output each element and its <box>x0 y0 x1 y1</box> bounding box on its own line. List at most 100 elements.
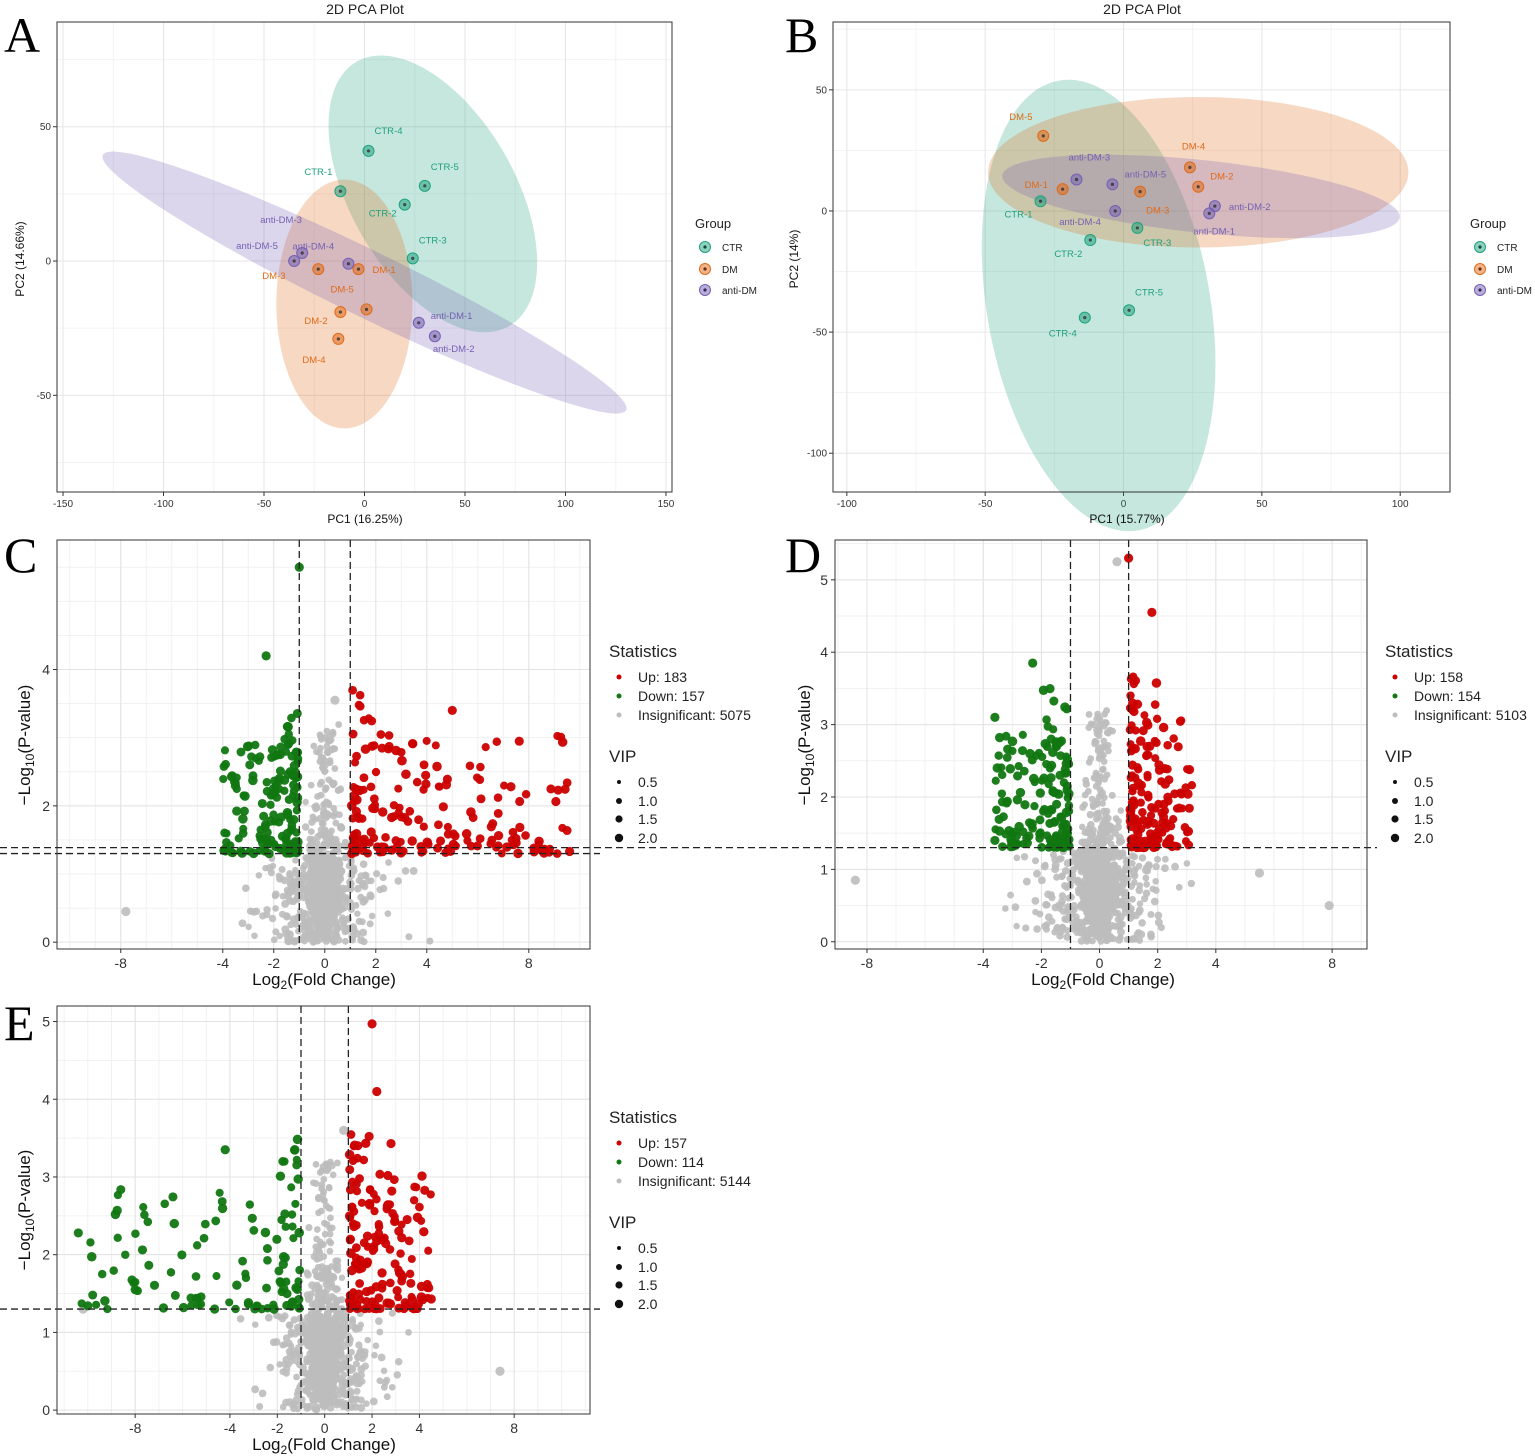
vol-d-legend-ns: Insignificant: 5103 <box>1392 707 1527 723</box>
vol-d-point-up <box>1150 700 1160 709</box>
vol-c-point-ns <box>334 786 342 794</box>
vol-e-point-ns <box>312 1243 320 1251</box>
vol-d-point-ns <box>1088 836 1096 844</box>
vol-c-point-ns <box>319 764 326 772</box>
vol-c-point-up <box>447 705 457 716</box>
vol-c-point-up <box>355 701 365 711</box>
vol-e-point-down <box>169 1218 180 1229</box>
vol-e-point-down <box>177 1250 187 1260</box>
vol-d-point-ns <box>1081 904 1089 913</box>
vol-d-point-ns <box>1096 720 1103 728</box>
vol-c-point-ns <box>272 890 280 899</box>
vol-c-point-down <box>219 774 228 784</box>
vol-e-point-ns <box>303 1269 311 1276</box>
vol-c-point-ns <box>323 850 332 858</box>
pca-b-legend-ctr-label: CTR <box>1497 243 1518 254</box>
vol-d-point-ns <box>1115 935 1124 944</box>
vol-c-point-ns <box>309 908 317 916</box>
vol-e-point-ns <box>256 1402 264 1411</box>
vol-e-point-ns <box>369 1397 378 1406</box>
vol-d-point-ns <box>1118 837 1126 845</box>
vol-c-point-down <box>220 844 230 854</box>
vol-c-point-ns <box>270 936 278 944</box>
vol-c-point-up <box>476 762 485 772</box>
vol-e-point-up <box>365 1185 375 1195</box>
vol-d-point-ns <box>1324 900 1334 911</box>
vol-e-point-ns <box>286 1321 294 1329</box>
vol-e-vip-2-0-label: 2.0 <box>638 1296 658 1312</box>
pca-a-legend-dm-label: DM <box>722 265 738 276</box>
vol-c-point-ns <box>329 880 338 889</box>
vol-c-point-up <box>546 784 556 794</box>
pca-a-sample-point-core <box>338 310 342 314</box>
pca-a-sample-point-core <box>356 267 361 271</box>
vol-d-point-ns <box>1091 872 1099 879</box>
vol-d-point-down <box>1049 818 1059 827</box>
vol-c-point-ns <box>332 835 340 843</box>
pca-b-confidence-ellipse-dm <box>988 96 1409 248</box>
pca-b-confidence-ellipse-ctr <box>981 79 1216 532</box>
pca-a-x-tick-label: 0 <box>362 499 368 510</box>
vol-d-legend-ns-label: Insignificant: 5103 <box>1414 707 1527 723</box>
vol-e-point-ns <box>319 1393 327 1402</box>
vol-c-point-down <box>287 820 297 830</box>
vol-d-point-ns <box>1136 937 1144 944</box>
vol-d-point-down <box>1019 839 1028 849</box>
vol-e-point-ns <box>328 1364 337 1373</box>
vol-d-point-ns <box>1135 928 1142 936</box>
vol-e-point-ns <box>264 1313 273 1322</box>
vol-d-point-up <box>1125 725 1135 735</box>
vol-d-point-ns <box>1097 938 1105 945</box>
pca-a-plot-border <box>56 21 673 493</box>
vol-e-point-up <box>424 1246 433 1255</box>
vol-d-point-up <box>1154 824 1165 834</box>
vol-d-point-ns <box>1096 746 1104 754</box>
vol-e-point-down <box>121 1250 130 1259</box>
pca-a-x-tick-label: 50 <box>459 499 471 510</box>
vol-c-point-ns <box>354 910 361 917</box>
vol-e-point-down <box>274 1266 284 1276</box>
vol-c-point-down <box>281 834 290 844</box>
vol-e-x-axis-label: Log2(Fold Change) <box>252 1435 396 1456</box>
vol-c-point-ns <box>331 855 339 864</box>
vol-d-point-down <box>992 805 1001 815</box>
vol-c-point-ns <box>317 926 325 933</box>
vol-e-point-ns <box>282 1398 290 1407</box>
pca-plot-b: -100 -50 0 50 100 -100 -50 0 50 CTR-1 CTR-2 CTR-3 CT… <box>785 1 1532 532</box>
vol-c-point-down <box>293 747 303 757</box>
vol-c-point-up <box>347 841 356 850</box>
pca-b-sample-label: DM-2 <box>1210 172 1233 183</box>
vol-c-point-up <box>372 842 383 852</box>
vol-c-point-up <box>408 739 418 749</box>
vol-e-vip-1-0: 1.0 <box>616 1259 658 1275</box>
vol-d-point-ns <box>1051 865 1060 874</box>
vol-e-point-down <box>262 1283 271 1293</box>
vol-e-x-tick-label: 2 <box>368 1420 376 1436</box>
vol-e-point-ns <box>340 1314 348 1322</box>
vol-c-point-down <box>236 747 246 757</box>
vol-c-point-down <box>220 746 230 755</box>
vol-e-point-down <box>199 1233 209 1243</box>
vol-d-point-ns <box>1138 854 1147 862</box>
vol-d-point-ns <box>1157 924 1165 932</box>
vol-c-point-ns <box>259 912 267 920</box>
vol-e-point-ns <box>321 1328 330 1336</box>
pca-a-y-tick-label: 50 <box>40 122 52 133</box>
vol-d-point-down <box>994 751 1004 760</box>
vol-d-point-ns <box>1147 930 1155 939</box>
vol-c-point-ns <box>325 904 333 913</box>
vol-c-point-up <box>488 819 498 829</box>
vol-c-point-ns <box>301 823 310 831</box>
vol-e-point-up <box>406 1278 416 1288</box>
vol-d-point-up <box>1173 842 1182 851</box>
vol-c-point-ns <box>318 911 326 919</box>
vol-e-point-down <box>86 1251 97 1262</box>
vol-e-point-ns <box>357 1321 365 1329</box>
vol-e-point-ns <box>327 1214 334 1222</box>
pca-a-title: 2D PCA Plot <box>326 1 404 17</box>
vol-e-point-ns <box>348 1318 357 1326</box>
vol-d-point-ns <box>1085 724 1093 732</box>
vol-e-point-up <box>415 1202 424 1212</box>
vol-e-point-up <box>426 1294 436 1304</box>
vol-e-point-ns <box>334 1257 342 1265</box>
